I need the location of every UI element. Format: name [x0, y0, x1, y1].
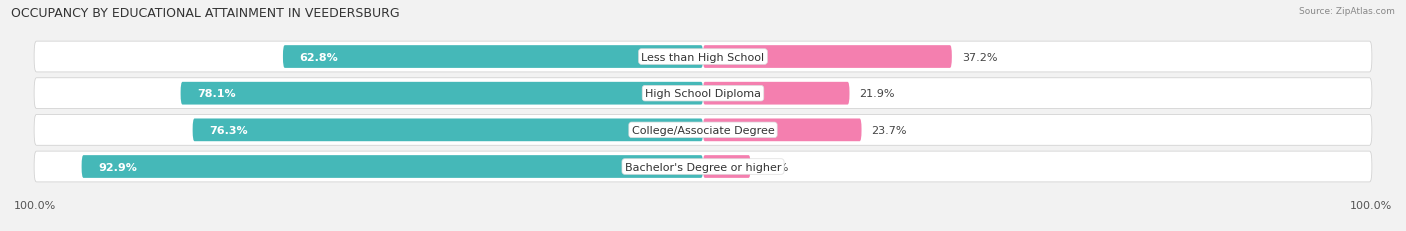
Text: Less than High School: Less than High School: [641, 52, 765, 62]
Text: 76.3%: 76.3%: [209, 125, 247, 135]
FancyBboxPatch shape: [703, 46, 952, 69]
Text: 78.1%: 78.1%: [197, 89, 236, 99]
FancyBboxPatch shape: [703, 119, 862, 142]
FancyBboxPatch shape: [180, 82, 703, 105]
Text: Bachelor's Degree or higher: Bachelor's Degree or higher: [624, 162, 782, 172]
Text: 7.1%: 7.1%: [761, 162, 789, 172]
Text: 92.9%: 92.9%: [98, 162, 138, 172]
Text: 21.9%: 21.9%: [859, 89, 896, 99]
Text: High School Diploma: High School Diploma: [645, 89, 761, 99]
FancyBboxPatch shape: [193, 119, 703, 142]
Text: 100.0%: 100.0%: [1350, 200, 1392, 210]
FancyBboxPatch shape: [283, 46, 703, 69]
FancyBboxPatch shape: [34, 152, 1372, 182]
FancyBboxPatch shape: [703, 82, 849, 105]
Text: OCCUPANCY BY EDUCATIONAL ATTAINMENT IN VEEDERSBURG: OCCUPANCY BY EDUCATIONAL ATTAINMENT IN V…: [11, 7, 399, 20]
Text: 23.7%: 23.7%: [872, 125, 907, 135]
FancyBboxPatch shape: [34, 79, 1372, 109]
FancyBboxPatch shape: [82, 155, 703, 178]
FancyBboxPatch shape: [703, 155, 751, 178]
FancyBboxPatch shape: [34, 42, 1372, 73]
FancyBboxPatch shape: [34, 115, 1372, 146]
Text: Source: ZipAtlas.com: Source: ZipAtlas.com: [1299, 7, 1395, 16]
Text: 37.2%: 37.2%: [962, 52, 997, 62]
Text: 62.8%: 62.8%: [299, 52, 339, 62]
Text: College/Associate Degree: College/Associate Degree: [631, 125, 775, 135]
Text: 100.0%: 100.0%: [14, 200, 56, 210]
